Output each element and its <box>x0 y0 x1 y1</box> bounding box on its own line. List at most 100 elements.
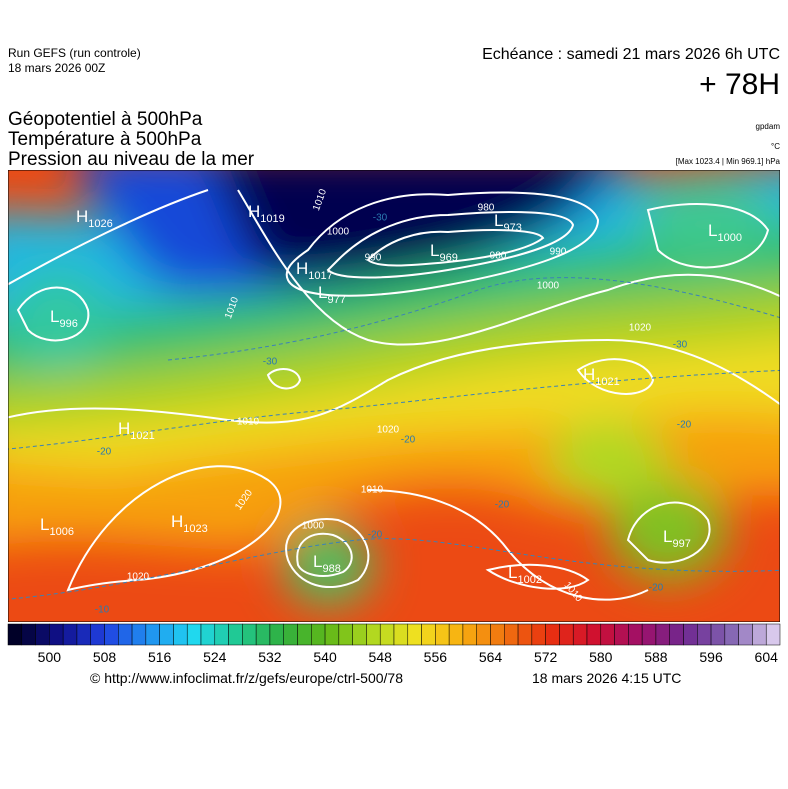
isobar-label: 980 <box>478 203 495 214</box>
center-letter: L <box>708 221 717 240</box>
colorbar-swatch <box>62 623 78 646</box>
unit: gpdam <box>755 122 780 131</box>
temperature-label: -30 <box>263 357 278 368</box>
temperature-label: -20 <box>677 420 692 431</box>
center-value: 996 <box>59 318 77 330</box>
colorbar-swatch <box>710 623 726 646</box>
pressure-center: H1017 <box>296 259 333 282</box>
center-letter: H <box>248 202 260 221</box>
center-value: 1006 <box>49 526 73 538</box>
center-letter: L <box>430 241 439 260</box>
source-url: © http://www.infoclimat.fr/z/gefs/europe… <box>90 670 404 686</box>
center-letter: H <box>296 259 308 278</box>
center-value: 1002 <box>517 574 541 586</box>
center-letter: L <box>40 515 49 534</box>
center-letter: L <box>508 563 517 582</box>
colorbar-swatch <box>173 623 188 646</box>
colorbar-tick-label: 588 <box>644 649 668 665</box>
center-letter: L <box>318 283 327 302</box>
colorbar-tick-label: 604 <box>755 649 779 665</box>
isobar-label: 1020 <box>377 425 400 436</box>
pressure-center: L997 <box>663 527 691 550</box>
colorbar-swatch <box>504 623 519 646</box>
isobar-label: 1010 <box>237 417 260 428</box>
center-letter: H <box>583 365 595 384</box>
colorbar-swatch <box>118 623 133 646</box>
temperature-label: -20 <box>649 583 664 594</box>
map: 1010 1000 990 980 980 990 1000 1010 1010… <box>8 170 780 622</box>
colorbar-swatch <box>228 623 243 646</box>
colorbar-swatch <box>214 623 229 646</box>
colorbar-swatch <box>559 623 574 646</box>
colorbar-tick-label: 580 <box>589 649 613 665</box>
colorbar-swatch <box>435 623 450 646</box>
pressure-center: L988 <box>313 552 341 575</box>
center-value: 1026 <box>88 218 112 230</box>
colorbar-tick-label: 524 <box>203 649 227 665</box>
center-value: 977 <box>327 294 345 306</box>
colorbar-swatch <box>448 623 464 646</box>
field-name: Géopotentiel à 500hPa <box>8 109 203 130</box>
colorbar-swatch <box>297 623 312 646</box>
center-letter: H <box>76 207 88 226</box>
center-value: 1017 <box>308 270 332 282</box>
isobars <box>8 189 780 601</box>
center-value: 969 <box>439 252 457 264</box>
isobar-label: 990 <box>550 247 567 258</box>
colorbar-swatch <box>49 623 64 646</box>
colorbar-tick-label: 540 <box>313 649 337 665</box>
colorbar-swatch <box>614 623 629 646</box>
isobar-label: 1020 <box>629 323 652 334</box>
colorbar-tick-label: 572 <box>534 649 558 665</box>
center-value: 1021 <box>130 430 154 442</box>
colorbar-swatch <box>407 623 422 646</box>
colorbar-swatch <box>586 623 602 646</box>
colorbar-swatch <box>324 623 340 646</box>
center-value: 973 <box>503 222 521 234</box>
pressure-center: H1026 <box>76 207 113 230</box>
lead-time: + 78H <box>699 68 780 101</box>
colorbar-swatch <box>683 623 698 646</box>
temperature-label: -10 <box>95 605 110 616</box>
pressure-center: L1006 <box>40 515 74 538</box>
isobar-label: 1000 <box>537 281 560 292</box>
colorbar-swatch <box>90 623 105 646</box>
center-letter: L <box>663 527 672 546</box>
colorbar-swatch <box>7 623 23 646</box>
colorbar-tick-label: 596 <box>699 649 723 665</box>
colorbar-swatch <box>641 623 657 646</box>
colorbar-swatch <box>628 623 643 646</box>
colorbar-swatch <box>462 623 477 646</box>
colorbar-tick-label: 516 <box>148 649 172 665</box>
isobar-label: 1010 <box>361 485 384 496</box>
colorbar-swatch <box>283 623 298 646</box>
colorbar-swatch <box>765 623 781 646</box>
center-letter: L <box>494 211 503 230</box>
colorbar-swatch <box>366 623 381 646</box>
colorbar-swatch <box>311 623 326 646</box>
issued-time: 18 mars 2026 4:15 UTC <box>532 670 682 686</box>
isobar-label: 1000 <box>327 227 350 238</box>
colorbar-swatch <box>352 623 367 646</box>
pressure-center: L996 <box>50 307 78 330</box>
center-letter: H <box>118 419 130 438</box>
colorbar-swatch <box>200 623 216 646</box>
run-name: Run GEFS (run controle) <box>8 46 141 60</box>
colorbar-swatch <box>104 623 119 646</box>
isobar-label: 1000 <box>302 521 325 532</box>
colorbar: 500 508 516 524 532 540 548 556 564 572 580 588 596 6… <box>7 623 781 665</box>
pressure-center: H1023 <box>171 512 208 535</box>
colorbar-swatch <box>159 623 174 646</box>
colorbar-swatch <box>724 623 739 646</box>
colorbar-swatch <box>697 623 712 646</box>
colorbar-swatch <box>752 623 767 646</box>
temperature-label: -20 <box>495 500 510 511</box>
pressure-center: H1019 <box>248 202 285 225</box>
colorbar-swatch <box>393 623 409 646</box>
colorbar-swatch <box>531 623 546 646</box>
temperature-label: -20 <box>368 530 383 541</box>
pressure-center: L977 <box>318 283 346 306</box>
colorbar-tick-label: 532 <box>258 649 282 665</box>
